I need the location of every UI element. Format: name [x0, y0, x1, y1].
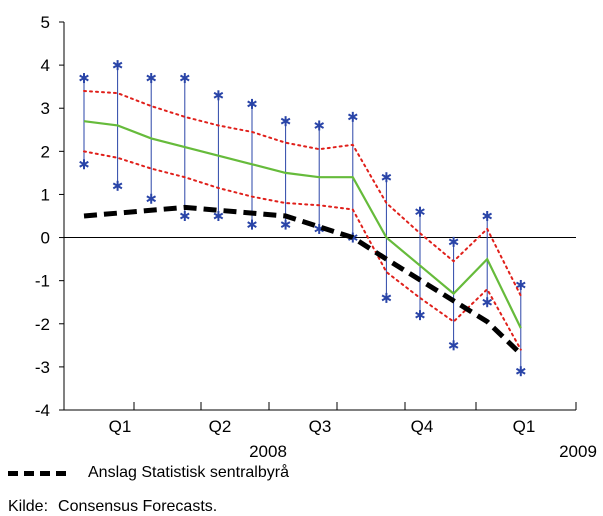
y-tick-label: 5 — [41, 13, 50, 32]
range-marker — [415, 310, 425, 321]
x-year-label: 2008 — [249, 442, 287, 460]
source-prefix: Kilde: — [8, 498, 49, 515]
range-marker — [179, 73, 190, 84]
x-quarter-label: Q2 — [209, 417, 232, 436]
x-quarter-label: Q1 — [109, 417, 132, 436]
ssb-layer — [83, 204, 523, 356]
range-marker — [482, 297, 493, 308]
y-tick-label: 3 — [41, 99, 50, 118]
range-marker — [146, 193, 157, 204]
y-tick-label: 2 — [41, 142, 50, 161]
range-marker — [79, 159, 89, 170]
range-marker — [381, 172, 392, 183]
range-marker — [213, 211, 224, 221]
range-marker — [112, 60, 123, 71]
series-upper-band-line — [83, 89, 522, 297]
range-marker — [247, 98, 257, 109]
series-ssb-line — [83, 204, 523, 356]
chart: 5 4 3 2 1 0 -1 -2 -3 -4 Q1 Q2 Q3 Q4 Q1 2008 2009 — [35, 13, 597, 460]
range-marker — [515, 279, 526, 290]
y-tick-label: -2 — [35, 315, 50, 334]
y-tick-label: -1 — [35, 272, 50, 291]
y-tick-label: 4 — [41, 56, 50, 75]
y-tick-label: 1 — [41, 185, 50, 204]
source-note: Kilde: Consensus Forecasts. — [8, 498, 217, 516]
source-text: Consensus Forecasts. — [58, 498, 218, 515]
band-layer — [83, 89, 522, 351]
range-marker — [146, 73, 157, 84]
range-marker — [515, 366, 526, 377]
range-marker — [280, 219, 291, 230]
legend-label: Anslag Statistisk sentralbyrå — [88, 464, 289, 481]
x-quarter-label: Q3 — [309, 417, 332, 436]
range-layer — [79, 60, 526, 377]
series-lower-band-line — [83, 150, 522, 351]
range-marker — [213, 90, 224, 101]
range-marker — [448, 340, 459, 351]
y-tick-label: -4 — [35, 401, 50, 420]
range-marker — [448, 236, 459, 247]
x-year-label: 2009 — [559, 442, 597, 460]
legend-swatch-ssb — [8, 470, 66, 476]
mean-layer — [83, 120, 522, 329]
range-marker — [314, 120, 325, 131]
range-marker — [247, 219, 257, 230]
range-marker — [79, 73, 89, 84]
range-marker — [381, 292, 392, 303]
range-marker — [415, 206, 425, 217]
range-marker — [179, 211, 190, 221]
series-mean-line — [83, 120, 522, 329]
x-quarter-label: Q1 — [513, 417, 536, 436]
y-tick-label: -3 — [35, 358, 50, 377]
y-tick-label: 0 — [41, 229, 50, 248]
x-quarter-label: Q4 — [411, 417, 434, 436]
legend: Anslag Statistisk sentralbyrå — [8, 462, 289, 484]
range-marker — [482, 211, 493, 221]
label-layer: 5 4 3 2 1 0 -1 -2 -3 -4 Q1 Q2 Q3 Q4 Q1 2008 2009 — [35, 13, 597, 460]
axis-layer — [59, 21, 577, 411]
range-marker — [112, 180, 123, 191]
range-marker — [280, 116, 291, 127]
range-marker — [347, 111, 358, 122]
